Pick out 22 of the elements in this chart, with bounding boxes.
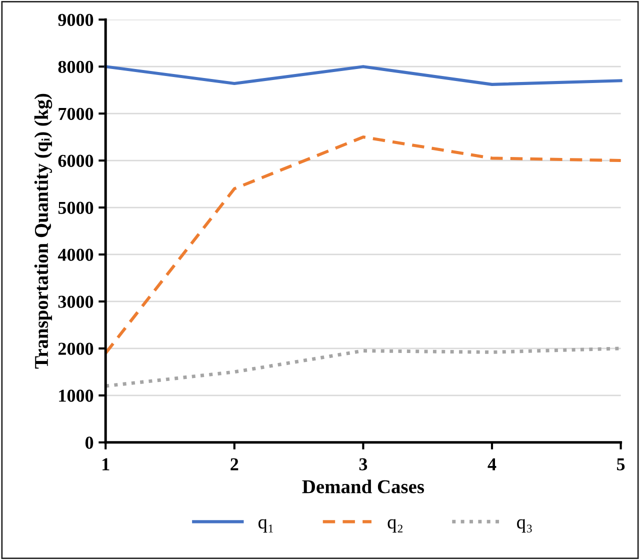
y-tick-label: 3000 [58,296,94,308]
legend-label: q₃ [517,519,532,533]
x-axis-title: Demand Cases [302,480,424,494]
y-tick-label: 5000 [58,202,94,214]
legend-label: q₁ [258,519,273,533]
line-series [104,136,622,355]
y-tick-label: 2000 [58,342,94,355]
y-tick-label: 4000 [58,248,94,261]
y-tick-label: 9000 [58,14,94,26]
line-series [104,65,622,86]
y-tick-label: 8000 [58,60,94,74]
x-tick-label: 3 [359,458,368,470]
y-axis-title: Transportation Quantity (qᵢ) (kg) [34,94,52,369]
x-tick-label: 1 [102,458,110,470]
y-tick-label: 7000 [58,108,94,120]
x-tick-label: 5 [617,458,625,470]
x-tick-label: 2 [230,458,238,470]
y-tick-label: 1000 [59,390,94,402]
legend-label: q₂ [388,519,402,533]
y-tick-label: 0 [85,436,94,449]
x-tick-label: 4 [488,458,496,470]
y-tick-label: 6000 [58,154,94,167]
